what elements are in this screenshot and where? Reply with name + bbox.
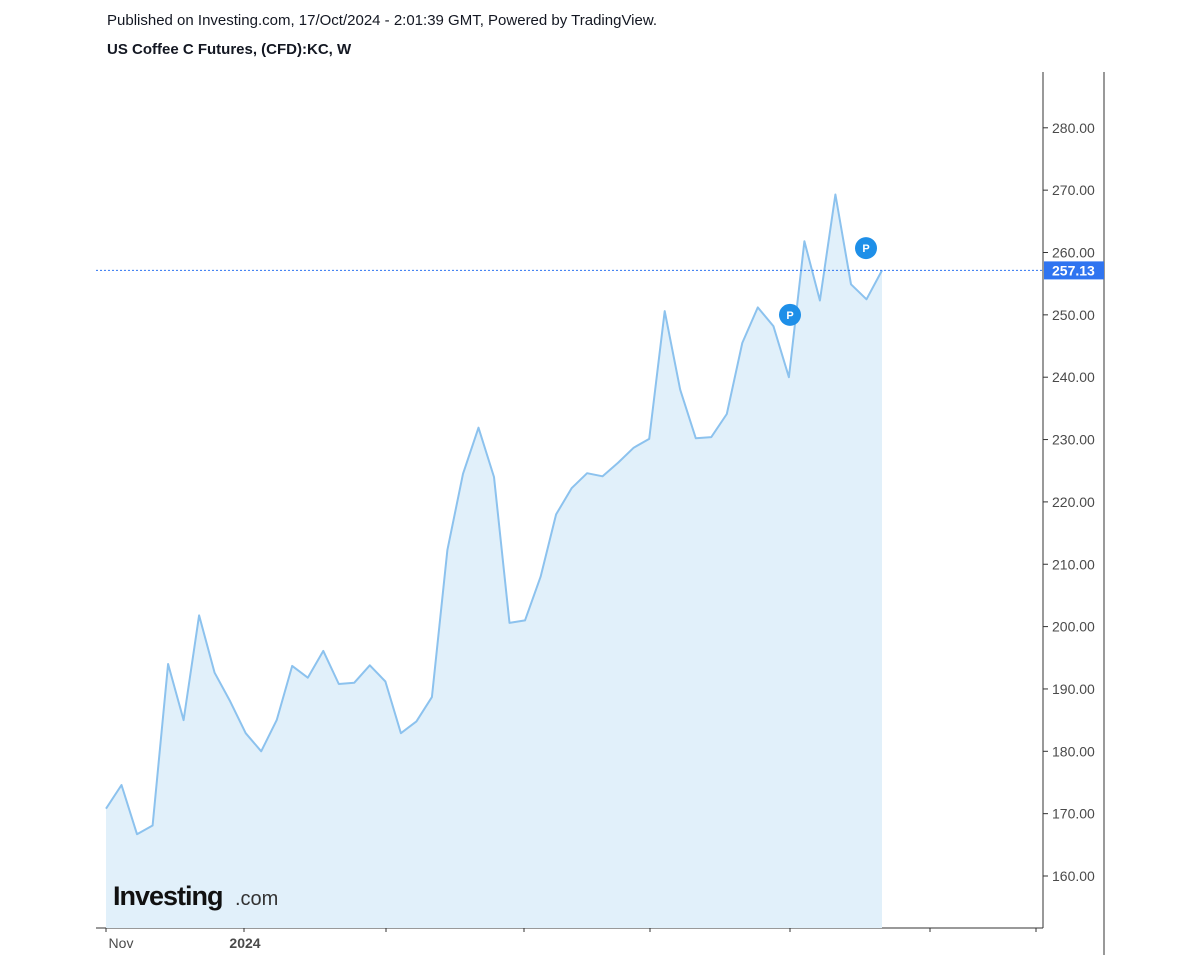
y-tick-label: 240.00 (1052, 369, 1095, 385)
y-tick-label: 190.00 (1052, 681, 1095, 697)
logo-suffix: .com (235, 888, 278, 910)
y-tick-label: 260.00 (1052, 245, 1095, 261)
price-area-fill (106, 194, 882, 928)
y-tick-label: 220.00 (1052, 494, 1095, 510)
event-marker[interactable]: P (779, 303, 801, 326)
event-marker-label: P (786, 310, 793, 322)
price-line (105, 193, 883, 836)
publish-info: Published on Investing.com, 17/Oct/2024 … (107, 12, 658, 29)
y-tick-label: 250.00 (1052, 307, 1095, 323)
y-tick-label: 230.00 (1052, 432, 1095, 448)
event-marker-badge (855, 237, 877, 260)
event-marker-label: P (862, 243, 869, 255)
y-tick-label: 280.00 (1052, 120, 1095, 136)
x-tick-label: 2024 (229, 935, 260, 951)
event-marker-badge (779, 303, 801, 326)
event-markers[interactable]: PP (779, 237, 877, 326)
last-price-tag: 257.13 (1044, 261, 1104, 280)
y-tick-label: 210.00 (1052, 556, 1095, 572)
y-axis[interactable]: 160.00 170.00 180.00 190.00 200.00 210.00 220.… (1043, 120, 1095, 884)
last-price-tag-label: 257.13 (1052, 262, 1095, 278)
event-marker[interactable]: P (855, 237, 877, 260)
y-tick-label: 270.00 (1052, 182, 1095, 198)
logo-text: Investing (113, 881, 223, 911)
chart-title: US Coffee C Futures, (CFD):KC, W (107, 41, 352, 58)
x-tick-label: Nov (109, 935, 134, 951)
investing-logo: Investing .com (113, 881, 278, 911)
y-tick-label: 200.00 (1052, 619, 1095, 635)
y-tick-label: 180.00 (1052, 743, 1095, 759)
y-tick-label: 160.00 (1052, 868, 1095, 884)
y-tick-label: 170.00 (1052, 806, 1095, 822)
x-axis[interactable]: Nov 2024 (105, 928, 1037, 951)
last-price-tag-box (1044, 261, 1104, 280)
